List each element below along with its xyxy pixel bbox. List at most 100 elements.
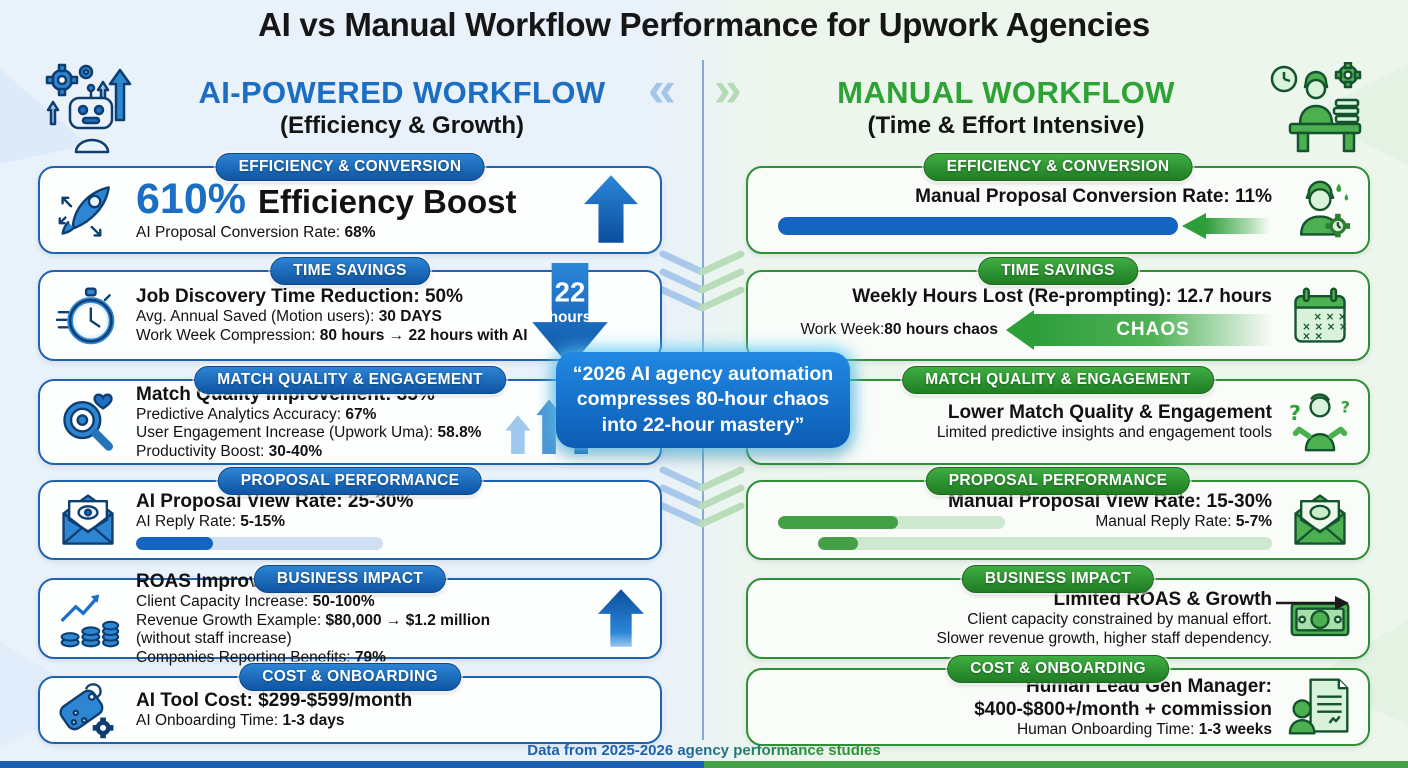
text-row: Manual Proposal View Rate: 15-30%: [948, 490, 1272, 513]
text-segment: (without staff increase): [136, 630, 292, 648]
chevron-down-stack-icon: [659, 466, 745, 535]
text-row: AI Tool Cost: $299-$599/month: [136, 689, 412, 712]
card-right-business-impact: BUSINESS IMPACT Limited ROAS & Growth Cli…: [746, 565, 1370, 659]
magnifier-heart-icon: [56, 390, 120, 454]
category-badge: TIME SAVINGS: [978, 257, 1138, 285]
bottom-bar-blue: [0, 761, 704, 768]
text-row: AI Proposal Conversion Rate: 68%: [136, 224, 376, 243]
text-row: AI Onboarding Time: 1-3 days: [136, 712, 345, 731]
category-badge: PROPOSAL PERFORMANCE: [925, 467, 1191, 495]
progress-bar-track: [778, 516, 1006, 530]
text-segment: Limited ROAS & Growth: [1053, 589, 1273, 611]
stressed-worker-icon: [1288, 178, 1352, 242]
manual-workflow-header: MANUAL WORKFLOW (Time & Effort Intensive…: [748, 60, 1368, 156]
text-segment: AI Proposal View Rate: 25-30%: [136, 491, 414, 513]
text-row: Productivity Boost: 30-40%: [136, 443, 322, 462]
text-segment: 79%: [354, 648, 386, 666]
text-segment: 1-3 days: [282, 712, 345, 730]
envelope-eye-icon: [56, 488, 120, 552]
svg-text:?: ?: [1289, 401, 1301, 425]
text-row: AI Proposal View Rate: 25-30%: [136, 490, 413, 513]
text-row: Manual Reply Rate: 5-7%: [778, 513, 1272, 532]
card-left-time-savings: TIME SAVINGS Job Discovery Time Reductio…: [38, 257, 662, 367]
category-badge: BUSINESS IMPACT: [253, 565, 447, 593]
document-person-icon: [1288, 675, 1352, 739]
card-right-match-quality-engagement: MATCH QUALITY & ENGAGEMENT ?? Lower Match…: [746, 366, 1370, 465]
progress-bar-fill: [778, 516, 899, 530]
arrow-down-hours-icon: 22 hours: [532, 263, 608, 372]
text-row: Limited predictive insights and engageme…: [937, 424, 1272, 443]
text-segment: 1-3 weeks: [1198, 720, 1272, 738]
ai-workflow-subheading: (Efficiency & Growth): [279, 111, 525, 139]
text-segment: Manual Proposal View Rate: 15-30%: [948, 491, 1272, 513]
manual-workflow-column: EFFICIENCY & CONVERSION Manual Proposal …: [746, 0, 1370, 768]
stopwatch-icon: [55, 284, 120, 348]
money-bill-icon: [1288, 587, 1352, 651]
text-segment: 30 DAYS: [378, 308, 442, 326]
category-badge: BUSINESS IMPACT: [961, 565, 1155, 593]
text-segment: Manual Proposal Conversion Rate: 11%: [915, 186, 1272, 208]
progress-bar-track: [136, 536, 384, 550]
text-segment: Lower Match Quality & Engagement: [947, 402, 1272, 424]
card-body: Human Lead Gen Manager: $400-$800+/month …: [748, 670, 1368, 744]
text-segment: 610%: [136, 174, 258, 223]
text-segment: Companies Reporting Benefits:: [136, 648, 355, 666]
text-segment: Productivity Boost:: [136, 442, 269, 460]
text-segment: Limited predictive insights and engageme…: [936, 424, 1272, 442]
progress-bar-fill: [817, 536, 859, 550]
text-row: AI Reply Rate: 5-15%: [136, 513, 285, 532]
text-segment: Efficiency Boost: [257, 182, 517, 220]
envelope-open-icon: [1288, 488, 1352, 552]
text-row: Revenue Growth Example: $80,000 → $1.2 m…: [136, 612, 548, 649]
progress-bar-fill: [136, 536, 213, 550]
text-row: Weekly Hours Lost (Re-prompting): 12.7 h…: [852, 285, 1272, 308]
chevron-left-icon: «: [648, 61, 676, 117]
text-segment: 30-40%: [268, 442, 323, 460]
category-badge: TIME SAVINGS: [270, 257, 430, 285]
category-badge: COST & ONBOARDING: [947, 655, 1169, 683]
ai-workflow-heading: AI-POWERED WORKFLOW: [198, 75, 606, 111]
text-row: Limited ROAS & Growth: [1054, 588, 1273, 611]
card-left-cost-onboarding: COST & ONBOARDING AI Tool Cost: $299-$59…: [38, 663, 662, 744]
text-row: Work Week Compression: 80 hours → 22 hou…: [136, 327, 528, 346]
text-segment: Client Capacity Increase:: [136, 592, 313, 610]
text-row: Companies Reporting Benefits: 79%: [136, 649, 386, 668]
text-row: Lower Match Quality & Engagement: [948, 401, 1272, 424]
card-body: Manual Proposal Conversion Rate: 11%: [748, 168, 1368, 252]
text-segment: 50-100%: [312, 592, 375, 610]
card-body: Match Quality Improvement: 35% Predictive…: [40, 381, 660, 463]
text-segment: AI Reply Rate:: [136, 513, 241, 531]
text-segment: Predictive Analytics Accuracy:: [136, 405, 346, 423]
robot-automation-icon: [40, 62, 144, 154]
category-badge: COST & ONBOARDING: [239, 663, 461, 691]
card-body: Weekly Hours Lost (Re-prompting): 12.7 h…: [748, 272, 1368, 359]
text-segment: Slower revenue growth, higher staff depe…: [936, 630, 1272, 648]
text-segment: AI Tool Cost: $299-$599/month: [136, 690, 413, 712]
category-badge: EFFICIENCY & CONVERSION: [923, 153, 1193, 181]
category-badge: MATCH QUALITY & ENGAGEMENT: [902, 366, 1214, 394]
page-title: AI vs Manual Workflow Performance for Up…: [258, 6, 1150, 43]
card-body: 610% Efficiency Boost AI Proposal Convers…: [40, 168, 660, 252]
svg-text:22: 22: [555, 277, 586, 308]
text-segment: 58.8%: [437, 424, 482, 442]
text-segment: $80,000 → $1.2 million: [325, 611, 491, 629]
category-badge: EFFICIENCY & CONVERSION: [215, 153, 485, 181]
text-row: Avg. Annual Saved (Motion users): 30 DAY…: [136, 308, 442, 327]
calendar-x-icon: × × × × × × × × ×: [1288, 284, 1352, 348]
bottom-bar-green: [704, 761, 1408, 768]
text-row: User Engagement Increase (Upwork Uma): 5…: [136, 424, 481, 443]
card-body: AI Proposal View Rate: 25-30% AI Reply Ra…: [40, 482, 660, 558]
text-segment: Weekly Hours Lost (Re-prompting): 12.7 h…: [852, 285, 1272, 307]
growth-coins-icon: [56, 587, 120, 651]
card-body: Manual Proposal View Rate: 15-30% Manual …: [748, 482, 1368, 558]
text-row: 610% Efficiency Boost: [136, 174, 517, 223]
text-segment: 80 hours → 22 hours with AI: [319, 327, 528, 345]
card-body: ROAS Improvement: 67% Client Capacity Inc…: [40, 571, 660, 666]
text-segment: $400-$800+/month + commission: [974, 698, 1272, 720]
text-segment: 5-7%: [1235, 513, 1272, 531]
ai-workflow-header: AI-POWERED WORKFLOW (Efficiency & Growth…: [40, 60, 660, 156]
manual-workflow-subheading: (Time & Effort Intensive): [867, 111, 1145, 139]
ai-workflow-header-text: AI-POWERED WORKFLOW (Efficiency & Growth…: [144, 75, 660, 139]
text-row: Human Onboarding Time: 1-3 weeks: [1017, 721, 1272, 740]
text-segment: 80 hours chaos: [884, 320, 998, 338]
